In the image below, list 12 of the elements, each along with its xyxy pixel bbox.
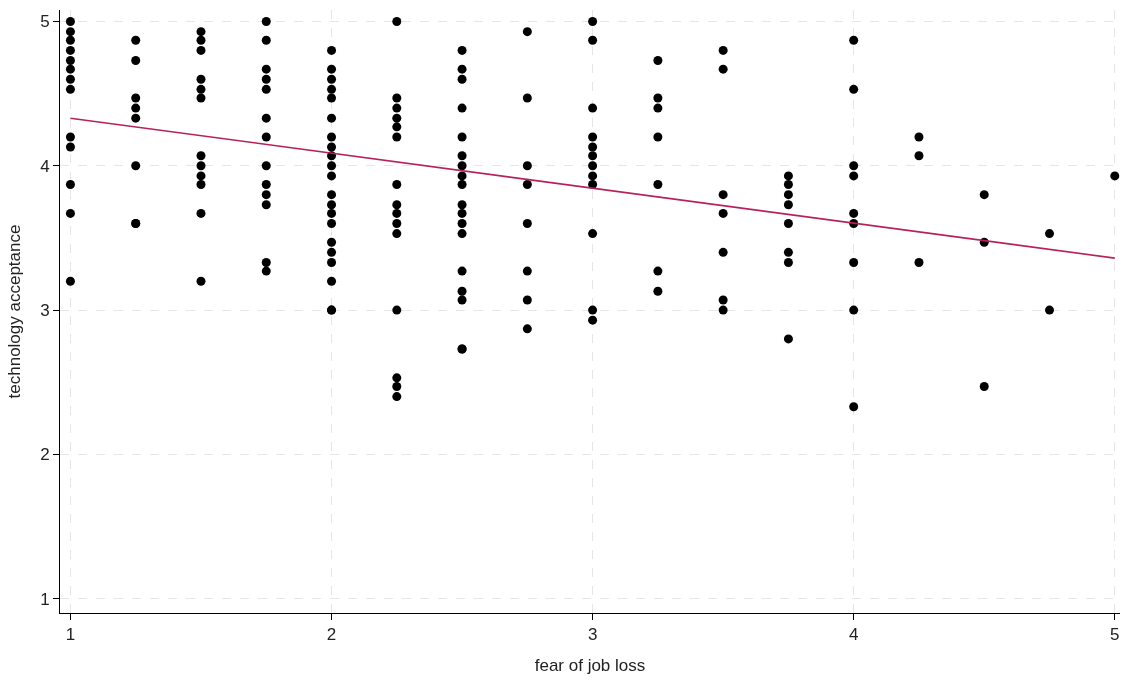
y-tick-label: 4 [40,156,50,176]
y-axis-title: technology acceptance [4,224,24,399]
x-tick-label: 3 [587,625,598,645]
x-tick-label: 5 [1110,625,1120,645]
x-tick-label: 2 [326,625,337,645]
y-tick-label: 1 [40,589,50,609]
x-tick-label: 4 [848,625,859,645]
y-tick-label: 5 [40,12,50,32]
x-tick-label: 1 [65,625,76,645]
x-axis-title: fear of job loss [534,655,646,675]
y-tick-label: 3 [40,301,50,321]
y-tick-label: 2 [40,445,50,465]
